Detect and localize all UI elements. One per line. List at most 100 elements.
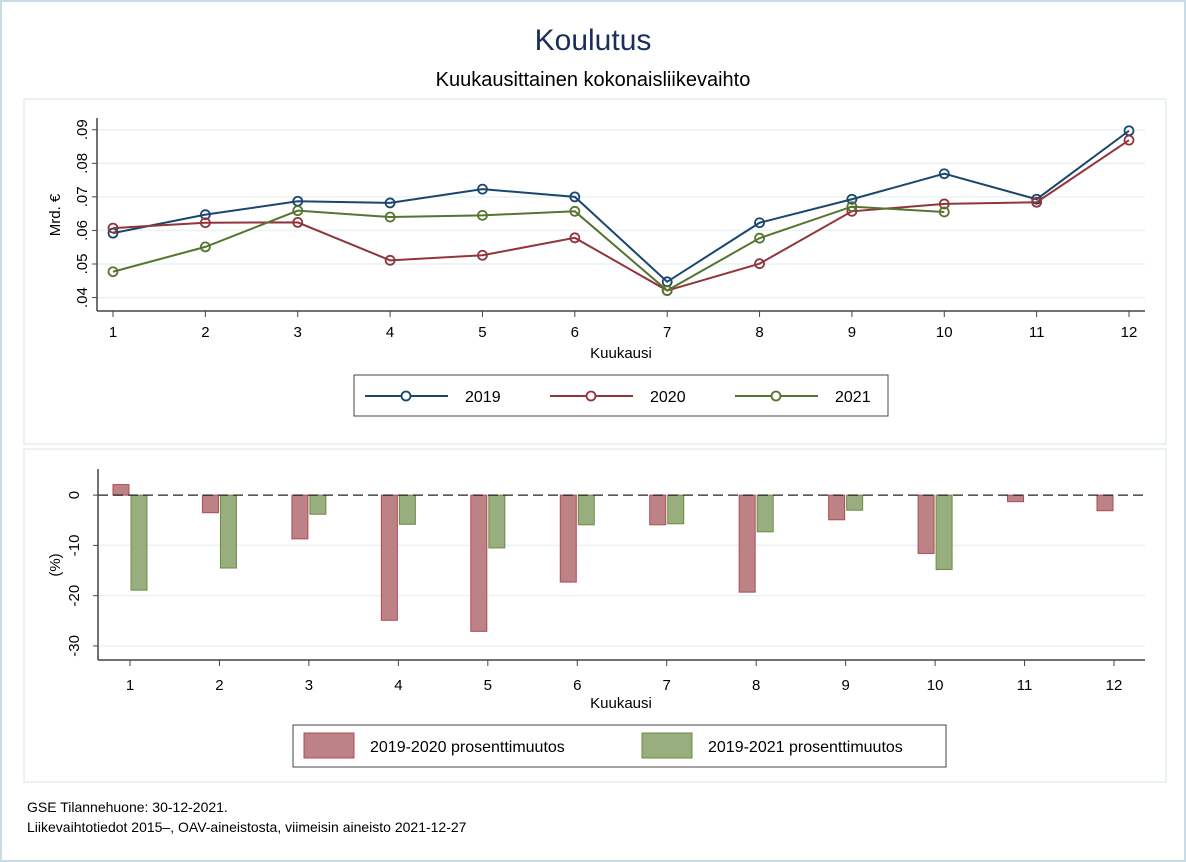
- data-point-2021: [292, 205, 304, 217]
- footer-line-1: GSE Tilannehuone: 30-12-2021.: [27, 799, 228, 815]
- data-point-2020: [1123, 134, 1135, 146]
- x-axis-label: Kuukausi: [590, 345, 652, 362]
- x-tick-label: 11: [1029, 324, 1045, 341]
- y-axis-label: Mrd. €: [47, 193, 64, 236]
- x-tick-label: 9: [841, 677, 849, 694]
- y-axis-label: (%): [47, 553, 64, 576]
- x-tick-label: 7: [663, 324, 671, 341]
- bar-2019-2020: [380, 494, 398, 621]
- data-point-2020: [477, 249, 488, 261]
- data-point-2021: [938, 206, 950, 218]
- x-tick-label: 1: [109, 324, 117, 341]
- x-tick-label: 6: [573, 677, 581, 694]
- bar-2019-2021: [130, 494, 148, 591]
- legend-label-2021: 2021: [835, 389, 871, 406]
- x-tick-label: 8: [755, 324, 763, 341]
- data-point-2020: [199, 217, 211, 229]
- x-tick-label: 2: [201, 324, 209, 341]
- bar-2019-2021: [667, 494, 685, 525]
- x-tick-label: 2: [215, 677, 223, 694]
- legend-marker-2021: [770, 390, 782, 402]
- footer-line-2: Liikevaihtotiedot 2015–, OAV-aineistosta…: [27, 819, 467, 835]
- x-tick-label: 4: [394, 677, 402, 694]
- chart-subtitle: Kuukausittainen kokonaisliikevaihto: [436, 69, 751, 91]
- x-tick-label: 9: [848, 324, 856, 341]
- y-tick-label: .06: [74, 220, 91, 241]
- bar-2019-2020: [470, 494, 488, 632]
- series-line-2021: [112, 205, 945, 292]
- series-line-2019: [112, 129, 1130, 284]
- data-point-2019: [938, 168, 950, 180]
- y-tick-label: .08: [74, 153, 91, 174]
- legend-label: 2019-2020 prosenttimuutos: [370, 739, 565, 756]
- x-tick-label: 3: [294, 324, 302, 341]
- data-point-2020: [292, 216, 304, 228]
- data-point-2020: [384, 254, 396, 266]
- data-point-2020: [107, 222, 119, 234]
- x-tick-label: 6: [571, 324, 579, 341]
- legend-label-2019: 2019: [465, 389, 501, 406]
- x-tick-label: 5: [478, 324, 486, 341]
- data-point-2020: [938, 198, 950, 210]
- data-point-2019: [754, 217, 765, 229]
- y-tick-label: .04: [74, 287, 91, 308]
- bar-2019-2020: [738, 494, 756, 593]
- bar-2019-2021: [577, 494, 595, 526]
- data-point-2021: [661, 285, 673, 296]
- bar-2019-2020: [917, 494, 935, 554]
- chart-title: Koulutus: [535, 24, 652, 57]
- bar-2019-2020: [1096, 494, 1114, 512]
- y-tick-label: 0: [66, 491, 83, 499]
- data-point-2021: [199, 241, 211, 253]
- x-tick-label: 10: [936, 324, 953, 341]
- data-point-2020: [754, 258, 765, 270]
- bar-2019-2020: [828, 494, 846, 521]
- data-point-2021: [754, 232, 765, 244]
- bar-2019-2020: [112, 484, 130, 496]
- series-line-2020: [112, 139, 1130, 292]
- y-tick-label: .09: [74, 119, 91, 140]
- bar-2019-2021: [219, 494, 237, 569]
- data-point-2021: [846, 201, 858, 213]
- bar-2019-2021: [488, 494, 506, 549]
- x-tick-label: 12: [1121, 324, 1138, 341]
- x-tick-label: 7: [663, 677, 671, 694]
- bar-2019-2021: [756, 494, 774, 533]
- data-point-2019: [477, 183, 488, 195]
- x-tick-label: 5: [484, 677, 492, 694]
- bar-2019-2020: [559, 494, 577, 583]
- legend-bottom: [292, 724, 947, 768]
- bar-2019-2021: [398, 494, 416, 525]
- bar-2019-2021: [846, 494, 864, 511]
- bar-2019-2020: [291, 494, 309, 540]
- x-tick-label: 11: [1017, 677, 1033, 694]
- x-tick-label: 10: [927, 677, 944, 694]
- bar-2019-2021: [309, 494, 327, 515]
- data-point-2021: [107, 266, 119, 278]
- bar-2019-2020: [1007, 494, 1025, 503]
- legend-label-2020: 2020: [650, 389, 686, 406]
- x-tick-label: 8: [752, 677, 760, 694]
- data-point-2019: [199, 209, 211, 221]
- y-tick-label: -30: [66, 635, 83, 657]
- legend-swatch: [303, 732, 355, 759]
- data-point-2021: [569, 205, 581, 217]
- bar-2019-2020: [201, 494, 219, 514]
- legend-label: 2019-2021 prosenttimuutos: [708, 739, 903, 756]
- y-tick-label: .05: [74, 254, 91, 275]
- legend-swatch: [641, 732, 693, 759]
- y-tick-label: -20: [66, 585, 83, 607]
- x-tick-label: 3: [305, 677, 313, 694]
- x-tick-label: 1: [126, 677, 134, 694]
- x-axis-label: Kuukausi: [590, 695, 652, 712]
- x-tick-label: 12: [1106, 677, 1123, 694]
- data-point-2020: [1031, 196, 1043, 208]
- bar-2019-2021: [935, 494, 953, 571]
- data-point-2021: [477, 209, 488, 221]
- data-point-2019: [846, 193, 858, 205]
- legend-marker-2019: [400, 390, 412, 402]
- data-point-2020: [569, 232, 581, 244]
- data-point-2021: [384, 211, 396, 223]
- x-tick-label: 4: [386, 324, 394, 341]
